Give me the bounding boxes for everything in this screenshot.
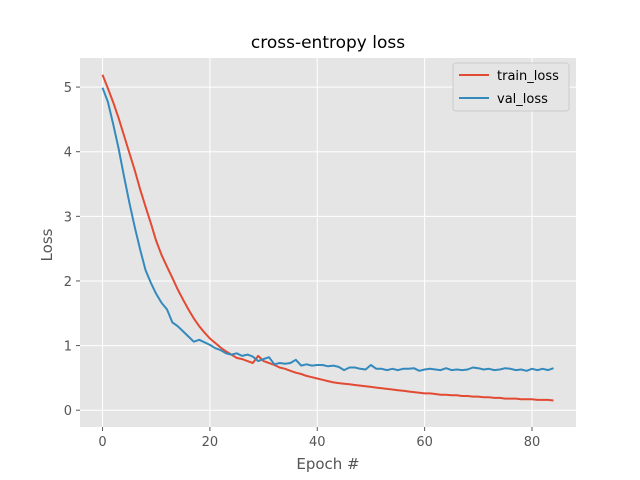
x-tick-label: 20 (202, 435, 219, 450)
legend-label-train-loss: train_loss (497, 69, 559, 84)
x-axis-ticks: 0 20 40 60 80 (98, 427, 540, 450)
x-tick-label: 80 (524, 435, 541, 450)
y-tick-label: 0 (64, 404, 72, 419)
y-axis-label: Loss (38, 228, 56, 261)
y-tick-label: 3 (64, 210, 72, 225)
y-tick-label: 1 (64, 340, 72, 355)
series-line-train-loss (101, 74, 554, 402)
x-tick-label: 40 (309, 435, 326, 450)
legend: train_loss val_loss (452, 62, 570, 112)
x-tick-label: 60 (416, 435, 433, 450)
y-tick-label: 4 (64, 146, 72, 161)
series-line-val-loss (101, 87, 554, 372)
series-lines (101, 74, 554, 402)
y-tick-label: 2 (64, 275, 72, 290)
plot-area (80, 58, 576, 427)
legend-label-val-loss: val_loss (497, 92, 548, 107)
grid (80, 58, 576, 427)
x-tick-label: 0 (98, 435, 106, 450)
chart-title: cross-entropy loss (251, 33, 405, 53)
x-axis-label: Epoch # (296, 455, 359, 473)
y-axis-ticks: 0 1 2 3 4 5 (64, 81, 80, 419)
y-tick-label: 5 (64, 81, 72, 96)
